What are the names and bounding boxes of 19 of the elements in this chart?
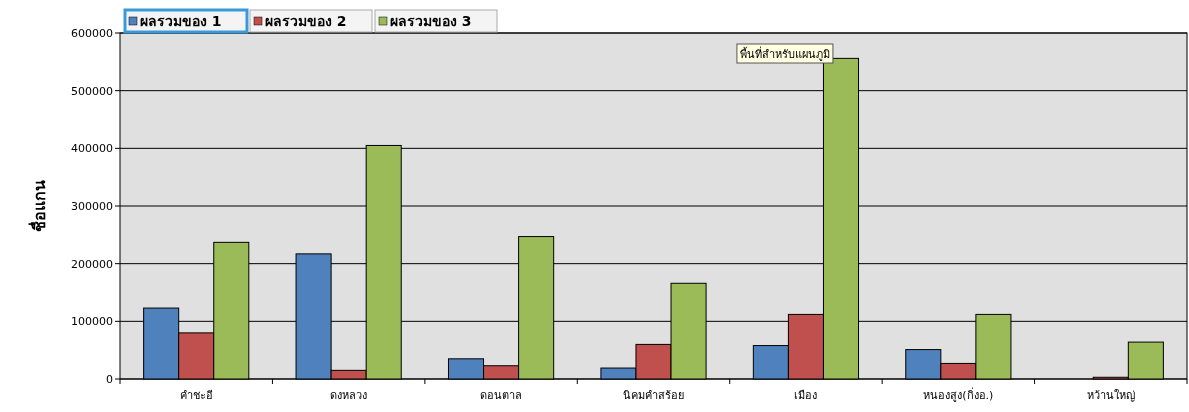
y-tick-label: 100000 [71, 315, 113, 329]
x-tick-label: คำชะอี [179, 389, 213, 402]
y-axis-title: ชื่อแกน [28, 180, 49, 232]
legend-label: ผลรวมของ 3 [390, 13, 472, 29]
x-tick-label: หว้านใหญ่ [1086, 389, 1135, 402]
legend-label: ผลรวมของ 1 [140, 13, 222, 29]
y-tick-label: 200000 [71, 257, 113, 271]
x-tick-label: ดอนตาล [480, 389, 523, 402]
legend-label: ผลรวมของ 2 [265, 13, 347, 29]
x-tick-label: นิคมคำสร้อย [623, 389, 684, 402]
x-tick-label: ดงหลวง [330, 389, 368, 402]
y-tick-label: 600000 [71, 27, 113, 40]
y-tick-label: 300000 [71, 200, 113, 213]
x-tick-label: เมือง [794, 389, 818, 402]
y-tick-label: 0 [106, 373, 113, 386]
y-tick-label: 400000 [71, 142, 113, 156]
annotation: พื้นที่สำหรับแผนภูมิ [739, 46, 830, 61]
y-tick-label: 500000 [71, 84, 113, 98]
x-tick-label: หนองสูง(กิ่งอ.) [923, 387, 994, 402]
